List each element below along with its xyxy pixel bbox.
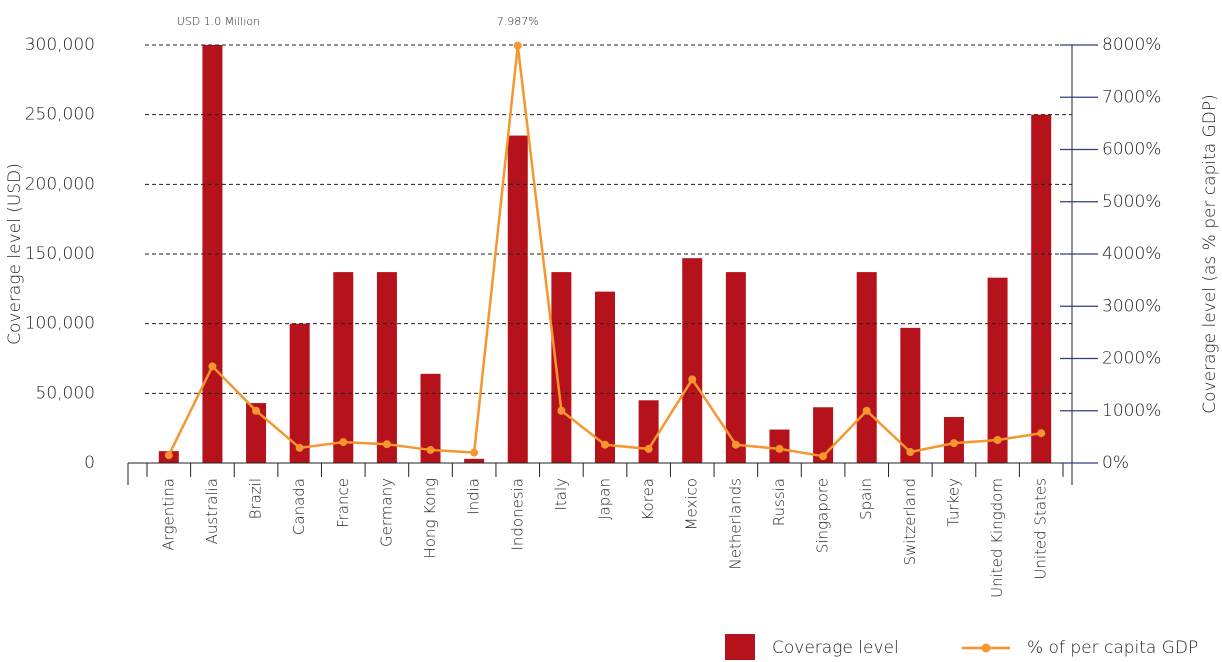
bar	[638, 400, 659, 463]
x-tick-label: Hong Kong	[421, 478, 439, 559]
x-tick-label: Mexico	[683, 478, 701, 530]
x-tick-label: Italy	[552, 478, 570, 511]
legend-swatch	[725, 634, 755, 660]
line-marker	[601, 440, 609, 449]
bar	[813, 407, 834, 463]
bar	[900, 327, 921, 463]
x-tick-label: Turkey	[944, 478, 962, 527]
y-tick-label: 250,000	[25, 105, 95, 125]
line-marker	[295, 443, 304, 452]
bar	[725, 272, 746, 463]
y2-tick-label: 6000%	[1102, 140, 1161, 160]
x-tick-label: Australia	[203, 478, 221, 544]
x-tick-label: Korea	[639, 478, 657, 521]
bar	[682, 258, 703, 463]
legend-label: % of per capita GDP	[1027, 638, 1198, 658]
x-tick-label: Singapore	[814, 478, 832, 553]
bar	[507, 135, 528, 464]
y2-tick-label: 3000%	[1102, 296, 1161, 316]
bar	[595, 291, 615, 463]
x-tick-label: Germany	[377, 478, 395, 547]
y2-tick-label: 7000%	[1102, 87, 1161, 107]
bar	[551, 272, 572, 463]
y-tick-label: 150,000	[25, 244, 95, 264]
value-label: USD 1.0 Million	[177, 15, 260, 28]
x-tick-label: India	[465, 478, 483, 515]
x-tick-label: Brazil	[247, 478, 265, 519]
y-tick-label: 300,000	[25, 35, 95, 55]
x-tick-label: Netherlands	[726, 478, 744, 569]
y2-tick-label: 4000%	[1102, 244, 1161, 264]
y2-tick-label: 8000%	[1102, 35, 1161, 55]
line-marker	[557, 406, 566, 415]
y2-tick-label: 5000%	[1102, 192, 1161, 212]
line-marker	[382, 440, 391, 449]
x-tick-label: Russia	[770, 478, 788, 526]
x-tick-label: United Kingdom	[988, 478, 1006, 598]
value-label: 7.987%	[497, 15, 539, 28]
line-marker	[906, 448, 915, 457]
x-tick-label: Switzerland	[901, 478, 919, 566]
line-marker	[731, 440, 740, 449]
line-marker	[688, 375, 697, 384]
y2-tick-label: 1000%	[1102, 401, 1161, 421]
x-tick-label: Indonesia	[508, 478, 526, 551]
bar	[1031, 114, 1052, 464]
line-marker	[470, 448, 479, 457]
bar	[333, 272, 354, 463]
line-marker	[252, 406, 261, 415]
y2-tick-label: 0%	[1102, 453, 1129, 473]
line-marker	[862, 406, 871, 415]
x-tick-label: Canada	[290, 478, 308, 535]
x-tick-label: Argentina	[159, 478, 177, 551]
x-tick-label: Spain	[857, 478, 875, 520]
bar	[376, 272, 397, 463]
line-marker	[339, 438, 348, 447]
line-marker	[1037, 429, 1046, 438]
x-tick-label: United States	[1032, 478, 1050, 580]
line-marker	[993, 436, 1002, 445]
y-tick-label: 200,000	[25, 174, 95, 194]
bar	[246, 403, 267, 463]
bar	[987, 277, 1008, 463]
y-axis-title: Coverage level (USD)	[5, 163, 25, 345]
line-marker	[208, 362, 217, 371]
x-tick-label: Japan	[596, 478, 614, 520]
line-marker	[775, 444, 784, 453]
line-marker	[644, 444, 653, 453]
line-marker	[513, 41, 522, 50]
bar	[420, 373, 441, 463]
y-tick-label: 50,000	[36, 383, 95, 403]
y2-axis-title: Coverage level (as % per capita GDP)	[1200, 94, 1220, 414]
y2-tick-label: 2000%	[1102, 349, 1161, 369]
bar	[202, 45, 223, 464]
y-tick-label: 0	[84, 453, 95, 473]
bar	[856, 272, 877, 463]
line-marker	[819, 452, 828, 461]
y-tick-label: 100,000	[25, 314, 95, 334]
line-marker	[949, 439, 958, 448]
legend-label: Coverage level	[772, 638, 899, 658]
legend-swatch-marker	[981, 643, 991, 653]
x-tick-label: France	[334, 478, 352, 528]
line-marker	[426, 445, 435, 454]
line-marker	[164, 451, 173, 460]
bar	[464, 458, 485, 463]
